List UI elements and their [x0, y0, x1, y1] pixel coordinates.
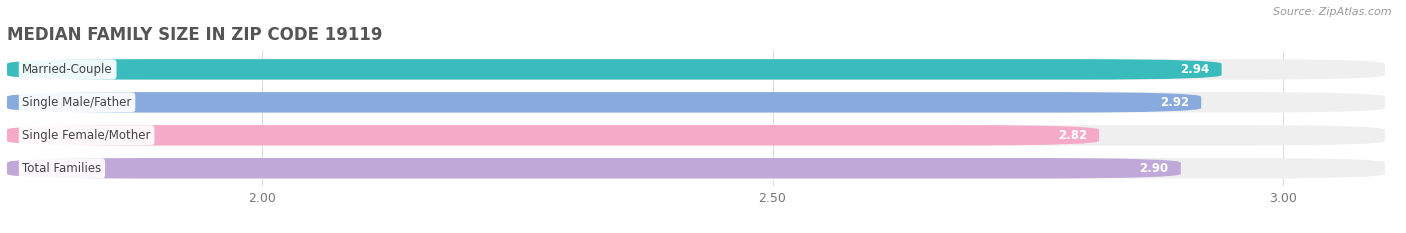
FancyBboxPatch shape [7, 125, 1099, 146]
Text: Single Female/Mother: Single Female/Mother [22, 129, 150, 142]
FancyBboxPatch shape [7, 59, 1222, 80]
Text: Single Male/Father: Single Male/Father [22, 96, 132, 109]
Text: Source: ZipAtlas.com: Source: ZipAtlas.com [1274, 7, 1392, 17]
FancyBboxPatch shape [7, 92, 1201, 113]
Text: Married-Couple: Married-Couple [22, 63, 112, 76]
Text: MEDIAN FAMILY SIZE IN ZIP CODE 19119: MEDIAN FAMILY SIZE IN ZIP CODE 19119 [7, 26, 382, 44]
Text: 2.92: 2.92 [1160, 96, 1189, 109]
Text: Total Families: Total Families [22, 162, 101, 175]
Text: 2.82: 2.82 [1057, 129, 1087, 142]
FancyBboxPatch shape [7, 125, 1385, 146]
Text: 2.94: 2.94 [1180, 63, 1209, 76]
FancyBboxPatch shape [7, 59, 1385, 80]
Text: 2.90: 2.90 [1139, 162, 1168, 175]
FancyBboxPatch shape [7, 158, 1181, 178]
FancyBboxPatch shape [7, 158, 1385, 178]
FancyBboxPatch shape [7, 92, 1385, 113]
